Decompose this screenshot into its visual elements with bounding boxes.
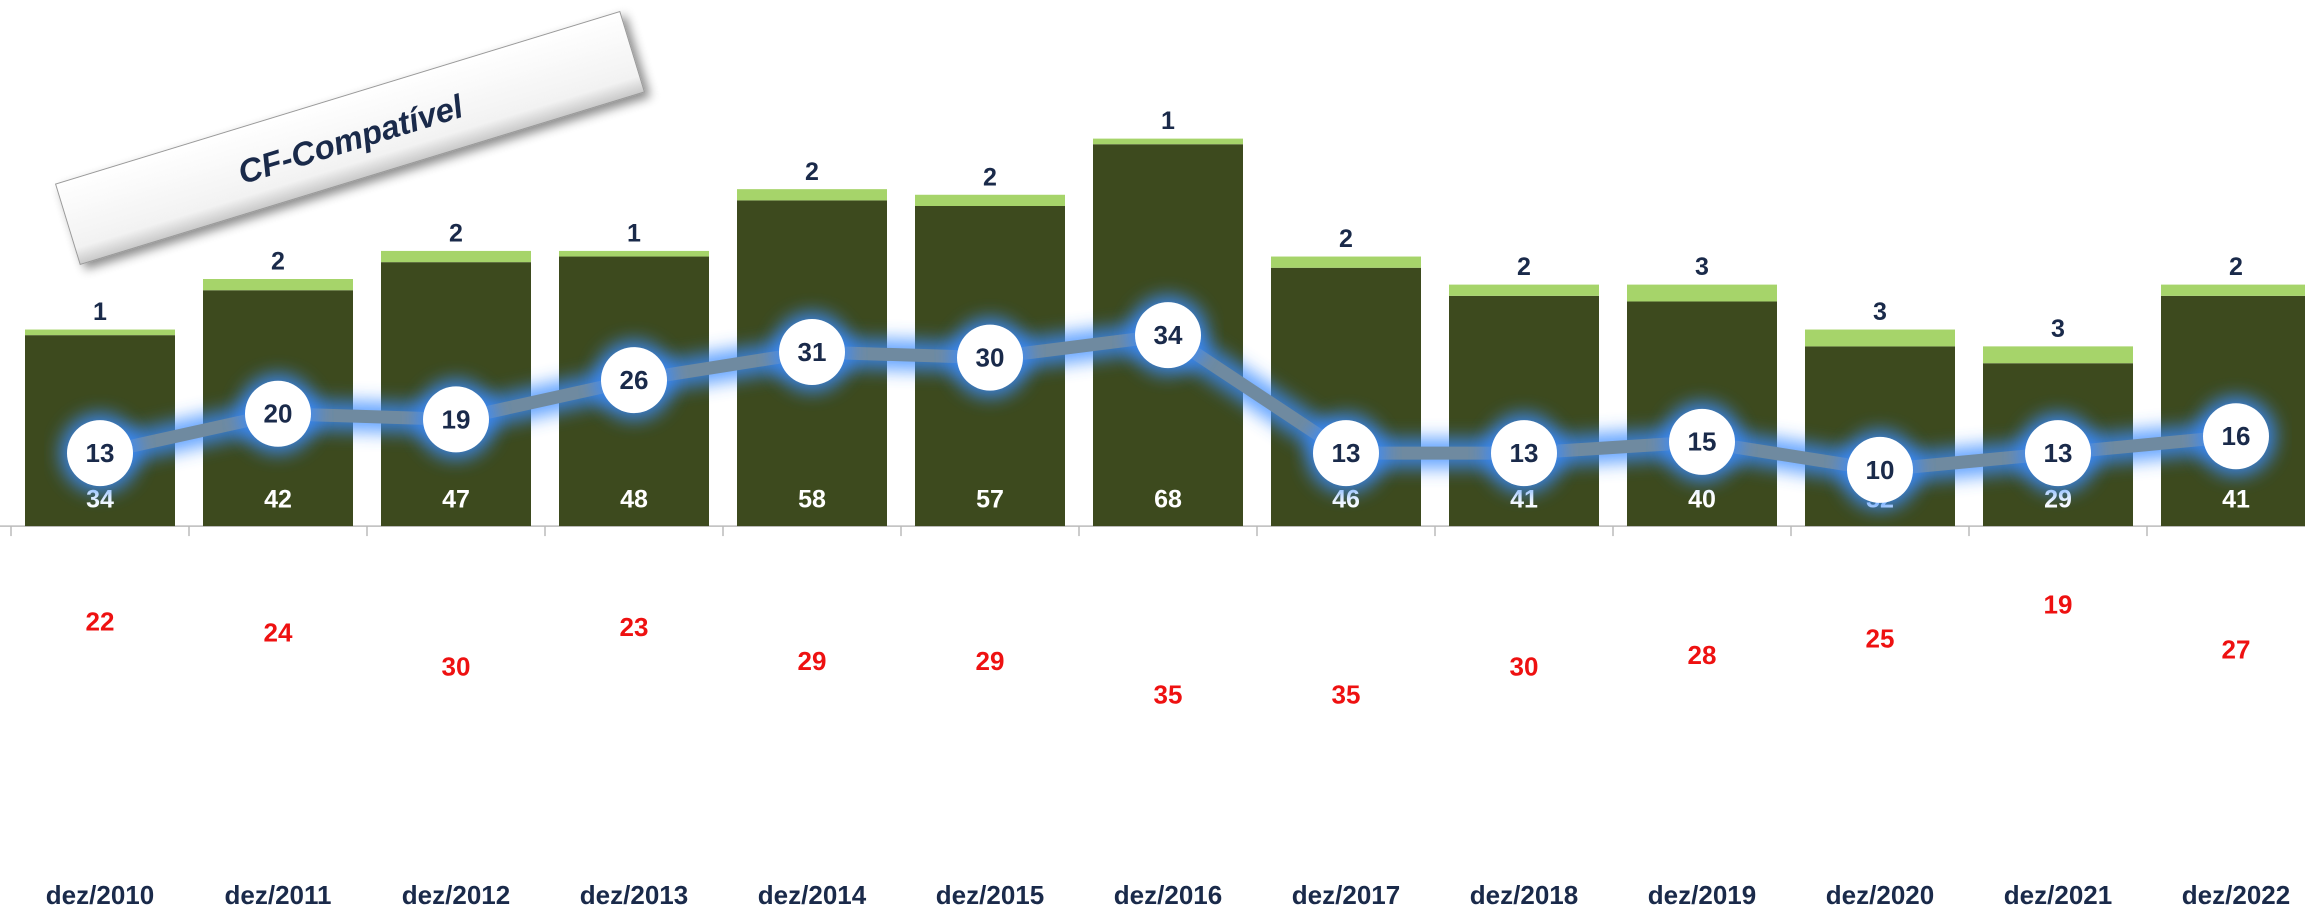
- value-label: 40: [1688, 486, 1716, 514]
- bar-top: [1093, 138, 1243, 145]
- bar-top: [1627, 284, 1777, 302]
- value-label: 57: [976, 486, 1004, 514]
- value-label: 3: [1695, 253, 1709, 281]
- value-label: 35: [1332, 679, 1361, 709]
- bar-top: [1449, 284, 1599, 296]
- badge: CF-Compatível: [54, 10, 646, 266]
- bar-top: [25, 329, 175, 336]
- value-label: 1: [1161, 107, 1175, 135]
- value-label: 30: [442, 651, 471, 681]
- point-label: 34: [1154, 320, 1183, 350]
- point-label: 13: [1332, 438, 1361, 468]
- point: [957, 324, 1023, 391]
- point-label: 31: [798, 337, 827, 367]
- point: [423, 386, 489, 453]
- value-label: 48: [620, 486, 648, 514]
- value-label: 1: [93, 298, 107, 326]
- value-label: 27: [2222, 635, 2251, 665]
- point: [779, 319, 845, 385]
- value-label: 35: [1154, 679, 1183, 709]
- x-tick-label: dez/2016: [1114, 880, 1222, 909]
- x-tick-label: dez/2019: [1648, 880, 1756, 909]
- point: [1669, 408, 1735, 475]
- value-label: 2: [449, 220, 463, 248]
- badge-box: [54, 10, 646, 266]
- point: [1135, 302, 1201, 369]
- x-tick-label: dez/2014: [758, 880, 867, 909]
- point: [245, 380, 311, 447]
- x-tick-label: dez/2020: [1826, 880, 1934, 909]
- x-tick-label: dez/2010: [46, 880, 154, 909]
- value-label: 3: [1873, 298, 1887, 326]
- value-label: 2: [1339, 225, 1353, 253]
- value-label: 24: [264, 618, 293, 648]
- value-label: 22: [86, 606, 115, 636]
- bar-top: [1805, 329, 1955, 347]
- value-label: 1: [627, 220, 641, 248]
- value-label: 3: [2051, 315, 2065, 343]
- value-label: 41: [2222, 486, 2250, 514]
- point: [1491, 420, 1557, 487]
- x-tick-label: dez/2015: [936, 880, 1044, 909]
- bar-top: [381, 250, 531, 263]
- value-label: 19: [2044, 590, 2073, 620]
- point-label: 13: [1510, 438, 1539, 468]
- value-label: 2: [805, 158, 819, 186]
- point: [601, 347, 667, 414]
- x-tick-label: dez/2021: [2004, 880, 2112, 909]
- point: [2025, 420, 2091, 487]
- bar-top: [2161, 284, 2305, 296]
- x-tick-label: dez/2013: [580, 880, 688, 909]
- x-tick-label: dez/2011: [225, 880, 332, 909]
- value-label: 42: [264, 486, 292, 514]
- point-label: 13: [86, 438, 115, 468]
- value-label: 2: [2229, 253, 2243, 281]
- value-label: 23: [620, 612, 649, 642]
- bar-top: [915, 194, 1065, 206]
- value-label: 28: [1688, 640, 1717, 670]
- point-label: 20: [264, 399, 293, 429]
- x-tick-label: dez/2022: [2182, 880, 2290, 909]
- value-label: 2: [271, 248, 285, 276]
- value-label: 29: [976, 646, 1005, 676]
- point-label: 16: [2222, 421, 2251, 451]
- x-tick-label: dez/2018: [1470, 880, 1578, 909]
- point-label: 13: [2044, 438, 2073, 468]
- bar-top: [203, 279, 353, 291]
- value-label: 47: [442, 486, 470, 514]
- value-label: 2: [1517, 253, 1531, 281]
- bar-top: [737, 189, 887, 201]
- x-tick-label: dez/2012: [402, 880, 510, 909]
- point-label: 10: [1866, 455, 1895, 485]
- point: [2203, 403, 2269, 470]
- x-tick-label: dez/2017: [1292, 880, 1400, 909]
- value-label: 29: [798, 646, 827, 676]
- bar-top: [559, 250, 709, 257]
- point: [1313, 420, 1379, 487]
- value-label: 2: [983, 163, 997, 191]
- point-label: 30: [976, 342, 1005, 372]
- bar-top: [1983, 346, 2133, 364]
- value-label: 30: [1510, 651, 1539, 681]
- value-label: 58: [798, 486, 826, 514]
- point-label: 26: [620, 365, 649, 395]
- bar-top: [1271, 256, 1421, 268]
- point-label: 19: [442, 404, 471, 434]
- plot: 22134dez/201024242dez/201130247dez/20122…: [0, 107, 2305, 909]
- point-label: 15: [1688, 427, 1717, 457]
- value-label: 68: [1154, 486, 1182, 514]
- point: [1847, 436, 1913, 503]
- value-label: 25: [1866, 623, 1895, 653]
- point: [67, 420, 133, 487]
